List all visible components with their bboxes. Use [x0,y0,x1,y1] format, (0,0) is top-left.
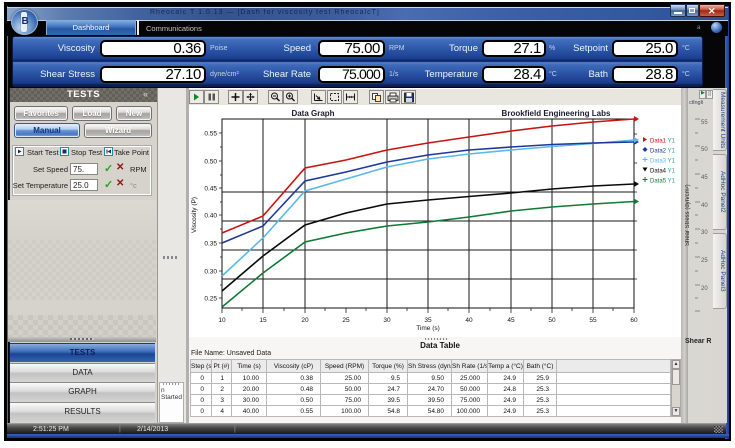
svg-text:35: 35 [424,317,432,324]
svg-text:0.30: 0.30 [204,269,217,276]
svg-text:40: 40 [701,203,708,209]
svg-text:Brookfield Engineering Labs: Brookfield Engineering Labs [502,109,611,118]
svg-text:20: 20 [301,317,309,324]
svg-text:60: 60 [630,317,638,324]
svg-text:Data3 Y1: Data3 Y1 [650,159,676,165]
svg-text:55: 55 [701,120,708,126]
svg-text:Data5 Y1: Data5 Y1 [650,179,676,185]
svg-text:30: 30 [383,317,391,324]
svg-text:30: 30 [701,230,708,236]
svg-text:50: 50 [548,317,556,324]
svg-text:0.55: 0.55 [204,131,217,138]
svg-text:0.40: 0.40 [204,213,217,220]
svg-text:50: 50 [701,147,708,153]
svg-text:25: 25 [701,258,708,264]
svg-text:0.25: 0.25 [204,296,217,303]
svg-text:40: 40 [465,317,473,324]
svg-text:Data Graph: Data Graph [291,109,334,118]
svg-text:20: 20 [701,286,708,292]
svg-text:Data4 Y1: Data4 Y1 [650,169,676,175]
svg-text:0.35: 0.35 [204,241,217,248]
svg-text:Data2 Y1: Data2 Y1 [650,149,676,155]
svg-text:Time (s): Time (s) [416,325,440,332]
svg-text:25: 25 [342,317,350,324]
svg-text:0.50: 0.50 [204,159,217,166]
svg-text:55: 55 [589,317,597,324]
svg-text:45: 45 [507,317,515,324]
svg-text:0.45: 0.45 [204,186,217,193]
svg-text:Viscosity (P): Viscosity (P) [191,197,198,233]
svg-text:45: 45 [701,175,708,181]
svg-text:Data1 Y1: Data1 Y1 [650,139,676,145]
svg-text:15: 15 [259,317,267,324]
svg-text:10: 10 [218,317,226,324]
